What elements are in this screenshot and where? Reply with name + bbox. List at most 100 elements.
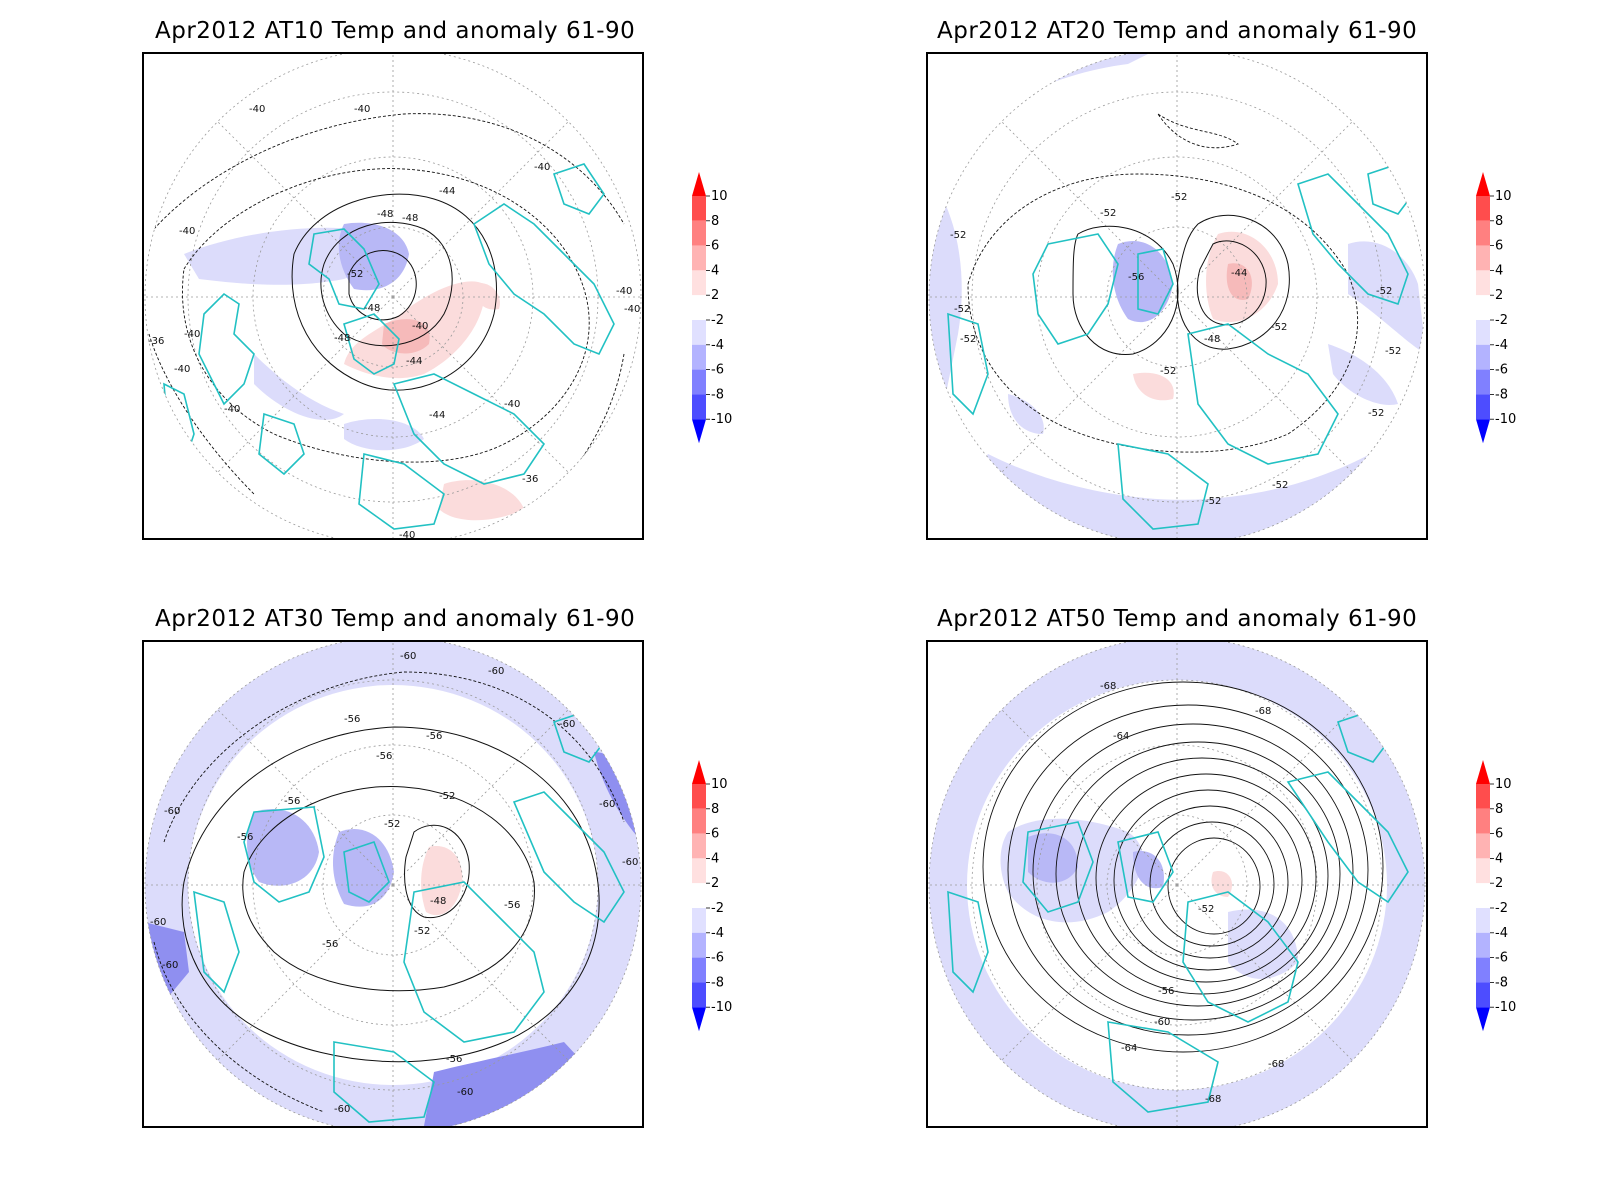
colorbar-arrow-top: [1476, 760, 1490, 784]
contour-label: -52: [347, 269, 363, 280]
colorbar-arrow-top: [692, 172, 706, 196]
contour-label: -40: [504, 399, 520, 410]
contour-label: -52: [950, 230, 966, 241]
panel-title: Apr2012 AT10 Temp and anomaly 61-90: [155, 18, 636, 44]
colorbar-graphic: 10 8 6 4 2 -2 -4 -6 -8 -10: [692, 760, 732, 1032]
colorbar-segment: [692, 220, 706, 246]
contour-label: -48: [402, 213, 418, 224]
anomaly-red-area: [421, 846, 463, 916]
colorbar-label: 10: [711, 777, 728, 792]
contour-label: -36: [522, 474, 538, 485]
colorbar-segment: [1476, 982, 1490, 1008]
colorbar-segment: [692, 344, 706, 370]
colorbar-segment: [692, 883, 706, 908]
colorbar-segment: [1476, 320, 1490, 345]
anomaly-red-area: [1226, 263, 1252, 300]
contour-label: -40: [179, 226, 195, 237]
colorbar-segment: [1476, 808, 1490, 834]
polar-map: -60 -60 -56 -56 -56 -56 -60 -56 -52 -52 …: [142, 640, 644, 1128]
colorbar-label: 2: [1495, 288, 1503, 303]
colorbar: 10 8 6 4 2 -2 -4 -6 -8 -10: [1474, 172, 1534, 452]
contour-label: -56: [344, 714, 360, 725]
contour-label: -52: [1171, 192, 1187, 203]
colorbar-label: 6: [711, 827, 719, 842]
contour-label: -48: [334, 333, 350, 344]
colorbar-label: -8: [711, 387, 724, 402]
contour-label: -36: [148, 336, 164, 347]
contour-label: -40: [174, 364, 190, 375]
colorbar-label: -8: [1495, 975, 1508, 990]
colorbar-label: -10: [711, 1000, 732, 1015]
contour-label: -56: [322, 939, 338, 950]
colorbar-segment: [1476, 784, 1490, 809]
panel-title: Apr2012 AT30 Temp and anomaly 61-90: [155, 606, 636, 632]
contour-label: -52: [384, 819, 400, 830]
contour-label: -68: [1205, 1094, 1221, 1105]
contour-label: -40: [184, 329, 200, 340]
colorbar-arrow-bottom: [1476, 1007, 1490, 1032]
colorbar-label: -8: [711, 975, 724, 990]
contour-label: -68: [1255, 706, 1271, 717]
anomaly-blue-area: [1328, 344, 1398, 405]
contour-label: -52: [1385, 346, 1401, 357]
colorbar-segment: [692, 295, 706, 320]
colorbar-segment: [1476, 833, 1490, 859]
contour-label: -44: [1231, 268, 1247, 279]
colorbar-arrow-top: [692, 760, 706, 784]
contour-label: -64: [1121, 1043, 1137, 1054]
polar-map: -40 -40 -40 -44 -48 -48 -52 -48 -48 -40 …: [142, 52, 644, 540]
contour-label: -48: [430, 896, 446, 907]
anomaly-blue-area: [254, 354, 344, 420]
anomaly-blue-area: [1228, 909, 1298, 979]
colorbar-segment: [692, 196, 706, 221]
colorbar-graphic: 10 8 6 4 2 -2 -4 -6 -8 -10: [1476, 172, 1516, 444]
colorbar-label: 4: [1495, 263, 1503, 278]
contour-label: -52: [1100, 208, 1116, 219]
colorbar-segment: [1476, 957, 1490, 983]
colorbar-label: 6: [1495, 827, 1503, 842]
contour-label: -40: [399, 530, 415, 538]
contour-label: -40: [354, 104, 370, 115]
colorbar-label: 2: [1495, 876, 1503, 891]
colorbar-segment: [692, 932, 706, 958]
contour-label: -68: [1100, 681, 1116, 692]
colorbar-graphic: 10 8 6 4 2 -2 -4 -6 -8 -10: [692, 172, 732, 444]
contour-label: -60: [150, 917, 166, 928]
anomaly-red-area: [1211, 871, 1233, 897]
colorbar-label: -4: [1495, 926, 1508, 941]
anomaly-blue-area: [1028, 833, 1078, 883]
colorbar-segment: [692, 982, 706, 1008]
colorbar-segment: [692, 858, 706, 884]
contour-label: -60: [559, 719, 575, 730]
contour-label: -48: [1204, 334, 1220, 345]
colorbar-segment: [1476, 344, 1490, 370]
contour-label: -68: [1268, 1059, 1284, 1070]
colorbar-label: -2: [1495, 313, 1508, 328]
colorbar-graphic: 10 8 6 4 2 -2 -4 -6 -8 -10: [1476, 760, 1516, 1032]
colorbar-segment: [1476, 369, 1490, 395]
colorbar-segment: [692, 245, 706, 271]
contour-label: -40: [616, 286, 632, 297]
contour-label: -56: [376, 751, 392, 762]
anomaly-red-area: [474, 283, 500, 310]
contour-label: -60: [1154, 1017, 1170, 1028]
contour-label: -52: [414, 926, 430, 937]
colorbar-label: -4: [711, 926, 724, 941]
contour-label: -60: [164, 806, 180, 817]
colorbar-label: -6: [1495, 951, 1508, 966]
panel-title: Apr2012 AT50 Temp and anomaly 61-90: [937, 606, 1418, 632]
contour-label: -52: [954, 304, 970, 315]
colorbar-segment: [1476, 220, 1490, 246]
anomaly-red-area: [439, 480, 524, 521]
colorbar-segment: [1476, 196, 1490, 221]
contour-label: -60: [400, 651, 416, 662]
anomaly-blue-area: [247, 808, 319, 886]
contour-label: -52: [1368, 408, 1384, 419]
contour-label: -44: [429, 410, 445, 421]
colorbar-label: 8: [1495, 214, 1503, 229]
colorbar-label: 8: [1495, 802, 1503, 817]
contour-label: -64: [1113, 731, 1129, 742]
contour-label: -52: [1205, 496, 1221, 507]
polar-map: -68 -68 -64 -52 -56 -60 -64 -68 -68: [926, 640, 1428, 1128]
anomaly-blue-area: [594, 752, 641, 842]
